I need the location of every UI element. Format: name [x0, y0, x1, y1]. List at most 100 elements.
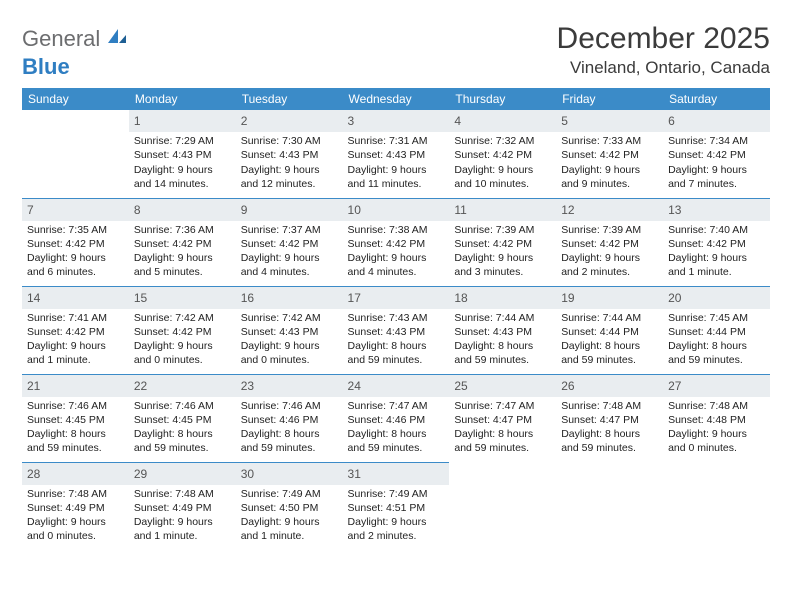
sunrise-text: Sunrise: 7:48 AM [134, 487, 231, 501]
day-number: 7 [22, 199, 129, 221]
day-detail: Sunrise: 7:44 AMSunset: 4:44 PMDaylight:… [560, 311, 659, 368]
sunrise-text: Sunrise: 7:47 AM [454, 399, 551, 413]
sunrise-text: Sunrise: 7:36 AM [134, 223, 231, 237]
sunset-text: Sunset: 4:42 PM [134, 325, 231, 339]
calendar-cell: 2Sunrise: 7:30 AMSunset: 4:43 PMDaylight… [236, 110, 343, 198]
day-detail: Sunrise: 7:31 AMSunset: 4:43 PMDaylight:… [347, 134, 446, 191]
sunset-text: Sunset: 4:42 PM [668, 148, 765, 162]
day-detail: Sunrise: 7:49 AMSunset: 4:50 PMDaylight:… [240, 487, 339, 544]
daylight-text: Daylight: 9 hours and 14 minutes. [134, 163, 231, 191]
daylight-text: Daylight: 9 hours and 0 minutes. [27, 515, 124, 543]
day-number: 27 [663, 375, 770, 397]
day-detail: Sunrise: 7:48 AMSunset: 4:49 PMDaylight:… [26, 487, 125, 544]
daylight-text: Daylight: 9 hours and 1 minute. [27, 339, 124, 367]
day-detail: Sunrise: 7:39 AMSunset: 4:42 PMDaylight:… [453, 223, 552, 280]
sunset-text: Sunset: 4:51 PM [348, 501, 445, 515]
day-detail: Sunrise: 7:46 AMSunset: 4:45 PMDaylight:… [26, 399, 125, 456]
day-detail: Sunrise: 7:40 AMSunset: 4:42 PMDaylight:… [667, 223, 766, 280]
calendar-cell: 5Sunrise: 7:33 AMSunset: 4:42 PMDaylight… [556, 110, 663, 198]
calendar-cell: 9Sunrise: 7:37 AMSunset: 4:42 PMDaylight… [236, 198, 343, 286]
day-header: Saturday [663, 88, 770, 110]
day-detail: Sunrise: 7:38 AMSunset: 4:42 PMDaylight:… [347, 223, 446, 280]
daylight-text: Daylight: 9 hours and 0 minutes. [241, 339, 338, 367]
day-number: 25 [449, 375, 556, 397]
daylight-text: Daylight: 9 hours and 2 minutes. [561, 251, 658, 279]
day-number: 31 [343, 463, 450, 485]
calendar-cell: 18Sunrise: 7:44 AMSunset: 4:43 PMDayligh… [449, 286, 556, 374]
sunset-text: Sunset: 4:49 PM [134, 501, 231, 515]
daylight-text: Daylight: 8 hours and 59 minutes. [454, 427, 551, 455]
brand-logo: General [22, 26, 130, 52]
day-header: Monday [129, 88, 236, 110]
calendar-cell [22, 110, 129, 198]
daylight-text: Daylight: 9 hours and 0 minutes. [134, 339, 231, 367]
daylight-text: Daylight: 9 hours and 7 minutes. [668, 163, 765, 191]
calendar-cell: 29 Sunrise: 7:48 AMSunset: 4:49 PMDayligh… [129, 462, 236, 550]
daylight-text: Daylight: 9 hours and 6 minutes. [27, 251, 124, 279]
sunrise-text: Sunrise: 7:47 AM [348, 399, 445, 413]
brand-word2-wrap: Blue [22, 54, 70, 80]
day-number: 4 [449, 110, 556, 132]
daylight-text: Daylight: 8 hours and 59 minutes. [561, 339, 658, 367]
daylight-text: Daylight: 8 hours and 59 minutes. [27, 427, 124, 455]
daylight-text: Daylight: 9 hours and 12 minutes. [241, 163, 338, 191]
daylight-text: Daylight: 9 hours and 5 minutes. [134, 251, 231, 279]
day-number: 19 [556, 287, 663, 309]
day-detail: Sunrise: 7:46 AMSunset: 4:46 PMDaylight:… [240, 399, 339, 456]
day-number: 28 [22, 463, 129, 485]
sunrise-text: Sunrise: 7:41 AM [27, 311, 124, 325]
calendar-cell: 13Sunrise: 7:40 AMSunset: 4:42 PMDayligh… [663, 198, 770, 286]
sunrise-text: Sunrise: 7:44 AM [561, 311, 658, 325]
calendar-cell: 25Sunrise: 7:47 AMSunset: 4:47 PMDayligh… [449, 374, 556, 462]
daylight-text: Daylight: 9 hours and 4 minutes. [241, 251, 338, 279]
day-detail: Sunrise: 7:42 AMSunset: 4:43 PMDaylight:… [240, 311, 339, 368]
day-number: 13 [663, 199, 770, 221]
sunset-text: Sunset: 4:44 PM [561, 325, 658, 339]
sunset-text: Sunset: 4:42 PM [668, 237, 765, 251]
sunrise-text: Sunrise: 7:39 AM [454, 223, 551, 237]
daylight-text: Daylight: 9 hours and 11 minutes. [348, 163, 445, 191]
calendar-cell: 23Sunrise: 7:46 AMSunset: 4:46 PMDayligh… [236, 374, 343, 462]
day-detail: Sunrise: 7:44 AMSunset: 4:43 PMDaylight:… [453, 311, 552, 368]
sunrise-text: Sunrise: 7:49 AM [348, 487, 445, 501]
daylight-text: Daylight: 8 hours and 59 minutes. [241, 427, 338, 455]
header: General December 2025 Vineland, Ontario,… [22, 26, 770, 78]
calendar-cell: 20Sunrise: 7:45 AMSunset: 4:44 PMDayligh… [663, 286, 770, 374]
daylight-text: Daylight: 9 hours and 9 minutes. [561, 163, 658, 191]
sunset-text: Sunset: 4:48 PM [668, 413, 765, 427]
sunrise-text: Sunrise: 7:42 AM [241, 311, 338, 325]
day-detail: Sunrise: 7:47 AMSunset: 4:46 PMDaylight:… [347, 399, 446, 456]
day-detail: Sunrise: 7:33 AMSunset: 4:42 PMDaylight:… [560, 134, 659, 191]
calendar-cell: 19Sunrise: 7:44 AMSunset: 4:44 PMDayligh… [556, 286, 663, 374]
daylight-text: Daylight: 8 hours and 59 minutes. [561, 427, 658, 455]
sunset-text: Sunset: 4:42 PM [348, 237, 445, 251]
calendar-cell: 4Sunrise: 7:32 AMSunset: 4:42 PMDaylight… [449, 110, 556, 198]
sunrise-text: Sunrise: 7:48 AM [561, 399, 658, 413]
day-number: 18 [449, 287, 556, 309]
day-number: 1 [129, 110, 236, 132]
daylight-text: Daylight: 9 hours and 3 minutes. [454, 251, 551, 279]
sunset-text: Sunset: 4:47 PM [561, 413, 658, 427]
calendar-cell [556, 462, 663, 550]
calendar-cell: 30Sunrise: 7:49 AMSunset: 4:50 PMDayligh… [236, 462, 343, 550]
day-number: 29 [129, 463, 236, 485]
day-detail: Sunrise: 7:32 AMSunset: 4:42 PMDaylight:… [453, 134, 552, 191]
day-number: 15 [129, 287, 236, 309]
daylight-text: Daylight: 9 hours and 1 minute. [134, 515, 231, 543]
calendar-cell: 15Sunrise: 7:42 AMSunset: 4:42 PMDayligh… [129, 286, 236, 374]
day-detail: Sunrise: 7:46 AMSunset: 4:45 PMDaylight:… [133, 399, 232, 456]
day-header: Thursday [449, 88, 556, 110]
calendar-cell: 10Sunrise: 7:38 AMSunset: 4:42 PMDayligh… [343, 198, 450, 286]
daylight-text: Daylight: 9 hours and 0 minutes. [668, 427, 765, 455]
day-number: 14 [22, 287, 129, 309]
sunset-text: Sunset: 4:42 PM [27, 237, 124, 251]
calendar-cell [663, 462, 770, 550]
day-number: 22 [129, 375, 236, 397]
day-number: 16 [236, 287, 343, 309]
day-detail: Sunrise: 7:41 AMSunset: 4:42 PMDaylight:… [26, 311, 125, 368]
sunset-text: Sunset: 4:45 PM [134, 413, 231, 427]
day-detail: Sunrise: 7:30 AMSunset: 4:43 PMDaylight:… [240, 134, 339, 191]
sunset-text: Sunset: 4:42 PM [561, 237, 658, 251]
title-block: December 2025 Vineland, Ontario, Canada [557, 22, 770, 78]
page-title: December 2025 [557, 22, 770, 56]
